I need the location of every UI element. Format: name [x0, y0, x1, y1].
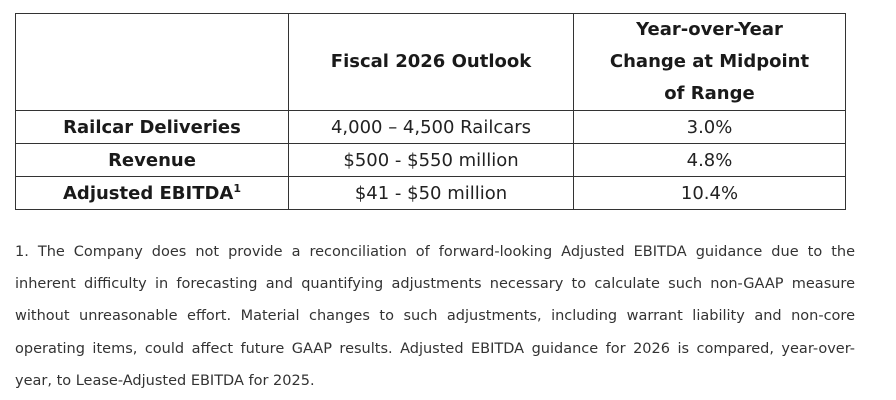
change-value: 4.8% [573, 143, 846, 177]
change-value: 10.4% [573, 176, 846, 210]
table-row-revenue: Revenue $500 - $550 million 4.8% [15, 143, 846, 177]
outlook-value: 4,000 – 4,500 Railcars [288, 110, 574, 144]
footnote-line: inherent difficulty in forecasting and q… [15, 276, 855, 293]
footnote-line: operating items, could affect future GAA… [15, 340, 855, 357]
header-yoy-line: Change at Midpoint [609, 51, 810, 72]
row-label: Revenue [15, 143, 289, 177]
footnote-line: without unreasonable effort. Material ch… [15, 308, 855, 325]
footnote-line: year, to Lease-Adjusted EBITDA for 2025. [15, 372, 315, 389]
outlook-value: $500 - $550 million [288, 143, 574, 177]
table-header-row: Fiscal 2026 Outlook Year-over-Year Chang… [15, 13, 846, 111]
footnote-line: 1. The Company does not provide a reconc… [15, 244, 855, 260]
outlook-table: Fiscal 2026 Outlook Year-over-Year Chang… [15, 13, 846, 210]
table-row-adjusted-ebitda: Adjusted EBITDA1 $41 - $50 million 10.4% [15, 176, 846, 210]
row-label: Railcar Deliveries [15, 110, 289, 144]
table-row-railcar-deliveries: Railcar Deliveries 4,000 – 4,500 Railcar… [15, 110, 846, 144]
outlook-value: $41 - $50 million [288, 176, 574, 210]
change-value: 3.0% [573, 110, 846, 144]
footnote: 1. The Company does not provide a reconc… [15, 236, 855, 397]
header-fiscal-outlook: Fiscal 2026 Outlook [288, 13, 574, 111]
header-empty-cell [15, 13, 289, 111]
header-yoy-line: of Range [664, 83, 755, 104]
footnote-marker: 1 [233, 181, 241, 195]
row-label: Adjusted EBITDA1 [15, 176, 289, 210]
header-yoy-change: Year-over-Year Change at Midpoint of Ran… [573, 13, 846, 111]
header-yoy-line: Year-over-Year [636, 19, 783, 40]
